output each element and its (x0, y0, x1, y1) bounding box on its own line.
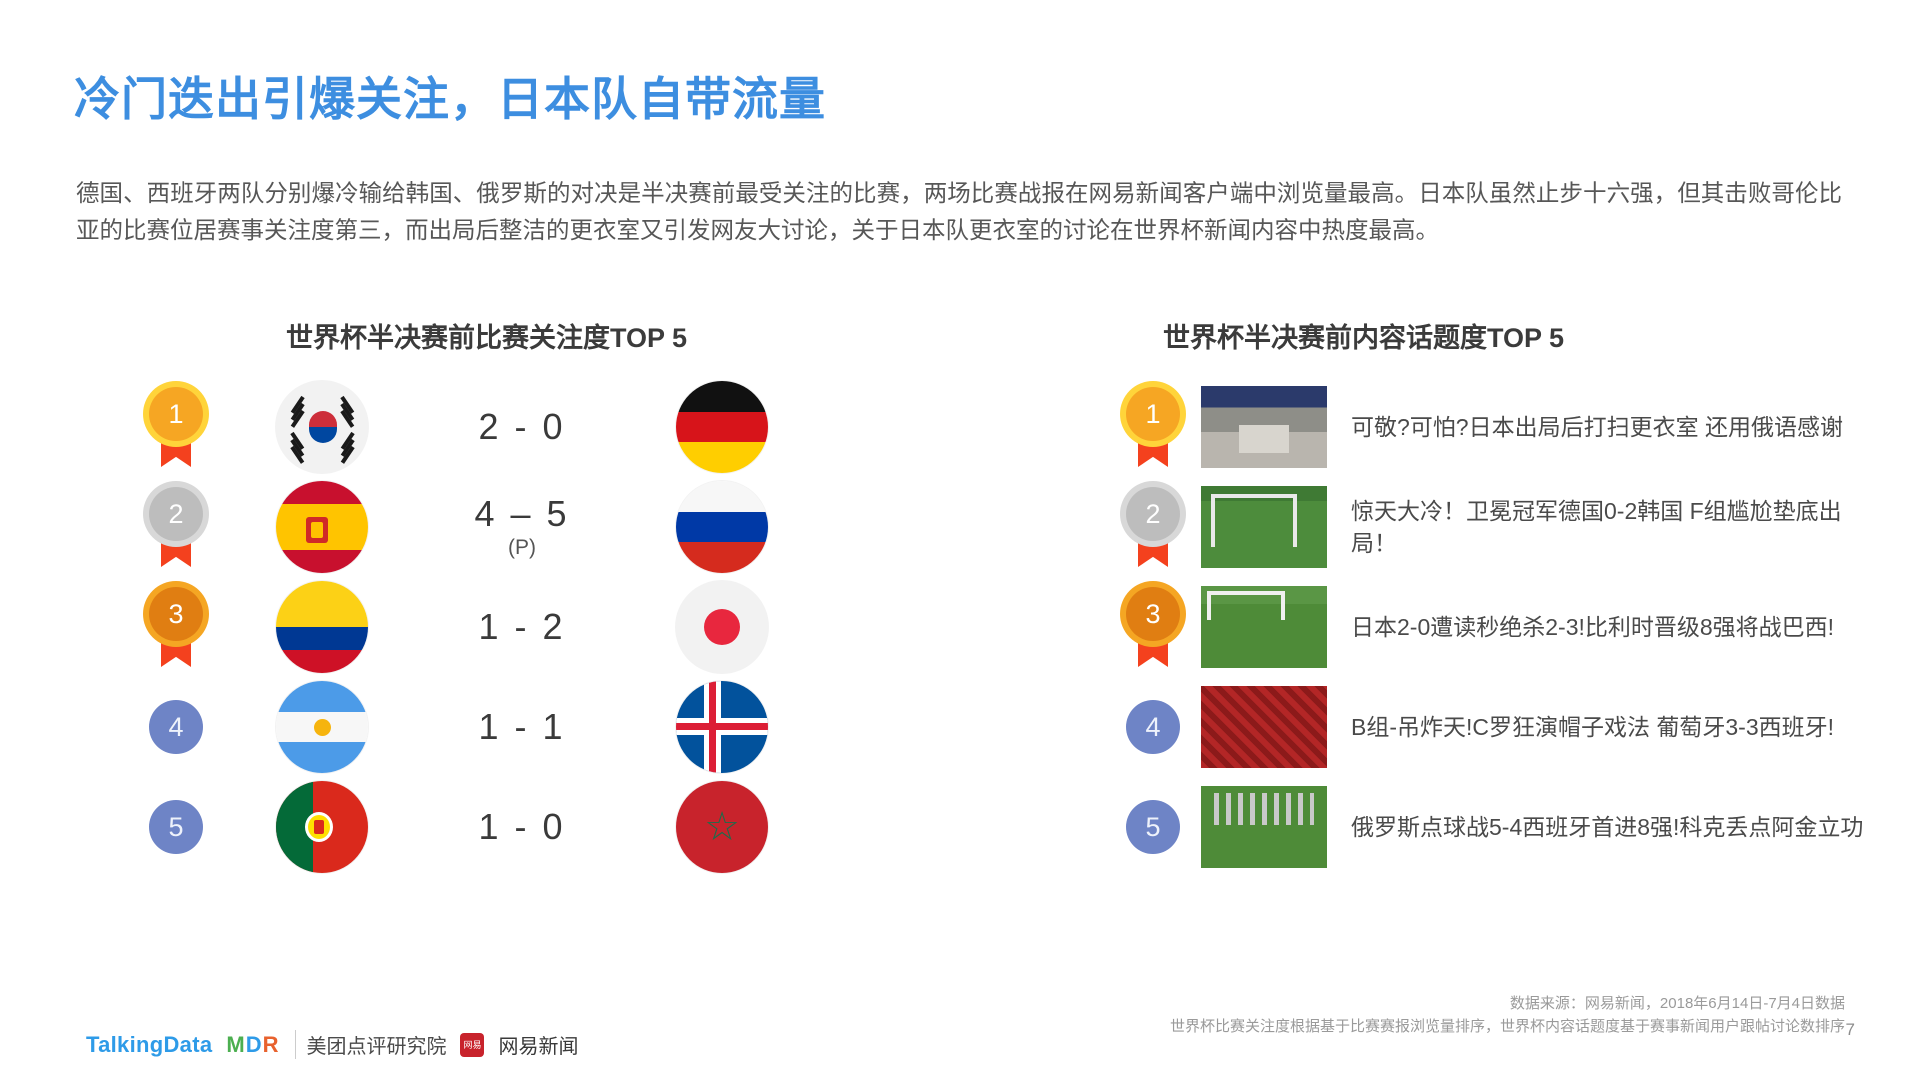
rank-number: 1 (149, 387, 203, 441)
bronze-medal-icon: 3 (1122, 587, 1184, 667)
argentina-flag-icon (276, 681, 368, 773)
meituan-research-label: 美团点评研究院 (295, 1030, 446, 1059)
news-thumbnail (1201, 786, 1327, 868)
page-number: 7 (1845, 1020, 1855, 1039)
news-headline[interactable]: B组-吊炸天!C罗狂演帽子戏法 葡萄牙3-3西班牙! (1351, 714, 1835, 740)
silver-medal-icon: 2 (145, 487, 207, 567)
news-thumbnail (1201, 586, 1327, 668)
list-item[interactable]: 3 日本2-0遭读秒绝杀2-3!比利时晋级8强将战巴西! (1105, 578, 1895, 676)
news-headline[interactable]: 惊天大冷！卫冕冠军德国0-2韩国 F组尴尬垫底出局！ (1351, 498, 1842, 556)
morocco-flag-icon: ☆ (676, 781, 768, 873)
rank-cell: 4 (1105, 700, 1201, 754)
away-flag-cell: ☆ (632, 781, 812, 873)
rank-cell: 5 (1105, 800, 1201, 854)
talkingdata-logo: TalkingData (86, 1031, 213, 1057)
mdr-logo: MDR (226, 1032, 279, 1058)
away-flag-cell (632, 481, 812, 573)
korea-flag-icon (276, 381, 368, 473)
away-flag-cell (632, 381, 812, 473)
rank-cell: 1 (1105, 387, 1201, 467)
rank-number: 2 (1126, 487, 1180, 541)
table-row: 4 1 - 1 (120, 678, 920, 776)
score-value: 1 - 0 (478, 806, 566, 847)
match-ranking-list: 1 (120, 378, 920, 878)
mdr-letter-m: M (226, 1031, 246, 1057)
rank-cell: 4 (120, 700, 232, 754)
left-section-heading: 世界杯半决赛前比赛关注度TOP 5 (286, 323, 688, 353)
home-flag-cell (232, 481, 412, 573)
away-flag-cell (632, 581, 812, 673)
list-item[interactable]: 2 惊天大冷！卫冕冠军德国0-2韩国 F组尴尬垫底出局！ (1105, 478, 1895, 576)
news-thumbnail (1201, 386, 1327, 468)
portugal-flag-icon (276, 781, 368, 873)
rank-cell: 1 (120, 387, 232, 467)
score-value: 4 – 5 (474, 493, 570, 534)
score-value: 1 - 1 (478, 706, 566, 747)
rank-cell: 2 (120, 487, 232, 567)
score-cell: 1 - 2 (412, 607, 632, 647)
japan-flag-icon (676, 581, 768, 673)
news-thumbnail (1201, 686, 1327, 768)
list-item[interactable]: 1 可敬?可怕?日本出局后打扫更衣室 还用俄语感谢 (1105, 378, 1895, 476)
page-title: 冷门迭出引爆关注，日本队自带流量 (74, 73, 826, 125)
russia-flag-icon (676, 481, 768, 573)
score-note: (P) (508, 536, 536, 559)
spain-flag-icon (276, 481, 368, 573)
home-flag-cell (232, 781, 412, 873)
news-headline[interactable]: 俄罗斯点球战5-4西班牙首进8强!科克丢点阿金立功 (1351, 814, 1864, 840)
home-flag-cell (232, 681, 412, 773)
score-value: 2 - 0 (478, 406, 566, 447)
gold-medal-icon: 1 (145, 387, 207, 467)
rank-number: 2 (149, 487, 203, 541)
news-headline[interactable]: 可敬?可怕?日本出局后打扫更衣室 还用俄语感谢 (1351, 414, 1843, 440)
rank-cell: 3 (120, 587, 232, 667)
mdr-letter-r: R (262, 1031, 280, 1057)
rank-badge: 5 (149, 800, 203, 854)
table-row: 2 4 – 5 (P) (120, 478, 920, 576)
score-cell: 2 - 0 (412, 407, 632, 447)
rank-badge: 4 (1126, 700, 1180, 754)
news-thumbnail (1201, 486, 1327, 568)
right-section-heading: 世界杯半决赛前内容话题度TOP 5 (1163, 323, 1565, 353)
away-flag-cell (632, 681, 812, 773)
rank-cell: 5 (120, 800, 232, 854)
score-cell: 4 – 5 (P) (412, 494, 632, 560)
intro-paragraph: 德国、西班牙两队分别爆冷输给韩国、俄罗斯的对决是半决赛前最受关注的比赛，两场比赛… (76, 180, 1842, 243)
table-row: 3 1 - 2 (120, 578, 920, 676)
list-item[interactable]: 4 B组-吊炸天!C罗狂演帽子戏法 葡萄牙3-3西班牙! (1105, 678, 1895, 776)
news-headline[interactable]: 日本2-0遭读秒绝杀2-3!比利时晋级8强将战巴西! (1351, 614, 1835, 640)
score-cell: 1 - 0 (412, 807, 632, 847)
rank-number: 3 (149, 587, 203, 641)
score-value: 1 - 2 (478, 606, 566, 647)
rank-cell: 3 (1105, 587, 1201, 667)
source-note: 数据来源：网易新闻，2018年6月14日-7月4日数据 世界杯比赛关注度根据基于… (1170, 992, 1845, 1038)
rank-badge: 4 (149, 700, 203, 754)
rank-number: 1 (1126, 387, 1180, 441)
mdr-letter-d: D (245, 1031, 263, 1057)
source-line-1: 数据来源：网易新闻，2018年6月14日-7月4日数据 (1509, 995, 1845, 1012)
bronze-medal-icon: 3 (145, 587, 207, 667)
gold-medal-icon: 1 (1122, 387, 1184, 467)
iceland-flag-icon (676, 681, 768, 773)
footer-logos: TalkingData MDR 美团点评研究院 网易 网易新闻 (86, 1030, 578, 1059)
netease-news-label: 网易新闻 (498, 1036, 579, 1058)
table-row: 5 1 - 0 ☆ (120, 778, 920, 876)
germany-flag-icon (676, 381, 768, 473)
home-flag-cell (232, 381, 412, 473)
table-row: 1 (120, 378, 920, 476)
score-cell: 1 - 1 (412, 707, 632, 747)
colombia-flag-icon (276, 581, 368, 673)
source-line-2: 世界杯比赛关注度根据基于比赛赛报浏览量排序，世界杯内容话题度基于赛事新闻用户跟帖… (1169, 1018, 1845, 1035)
news-ranking-list: 1 可敬?可怕?日本出局后打扫更衣室 还用俄语感谢 2 惊天大冷！卫冕冠军德国0… (1105, 378, 1895, 878)
list-item[interactable]: 5 俄罗斯点球战5-4西班牙首进8强!科克丢点阿金立功 (1105, 778, 1895, 876)
netease-badge-icon: 网易 (460, 1032, 485, 1057)
rank-number: 3 (1126, 587, 1180, 641)
home-flag-cell (232, 581, 412, 673)
silver-medal-icon: 2 (1122, 487, 1184, 567)
rank-badge: 5 (1126, 800, 1180, 854)
rank-cell: 2 (1105, 487, 1201, 567)
